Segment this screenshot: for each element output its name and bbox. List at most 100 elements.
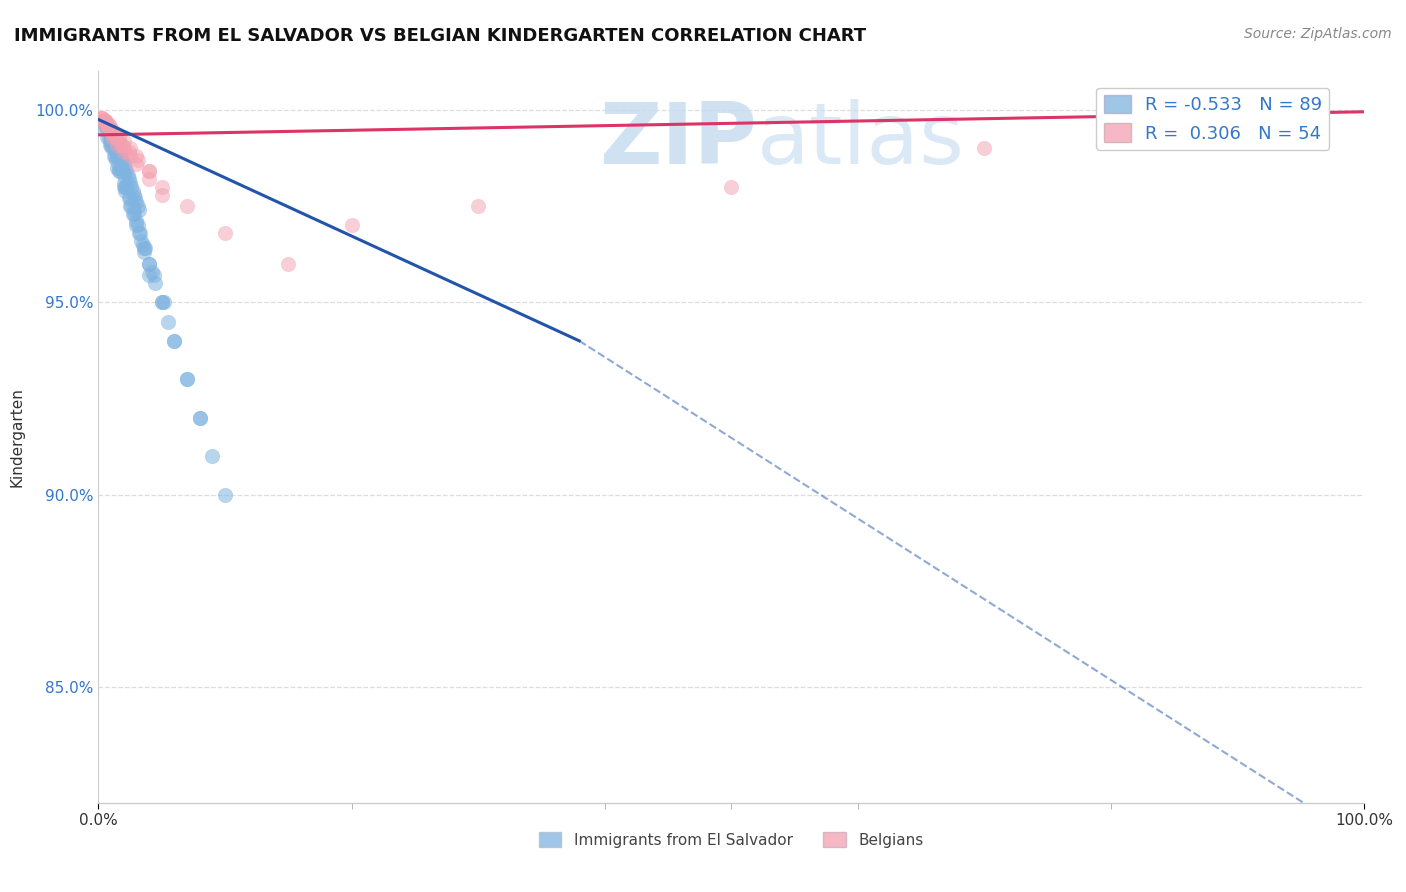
Point: [107, 129, 129, 144]
Point: [97, 118, 120, 132]
Point: [90, 111, 112, 125]
Point: [176, 372, 198, 386]
Point: [145, 276, 166, 290]
Point: [104, 129, 127, 144]
Point: [101, 129, 124, 144]
Point: [120, 141, 141, 155]
Point: [110, 161, 132, 175]
Text: atlas: atlas: [756, 99, 965, 182]
Point: [103, 134, 125, 148]
Point: [112, 141, 135, 155]
Point: [111, 137, 134, 152]
Point: [277, 257, 299, 271]
Point: [132, 245, 155, 260]
Point: [93, 114, 117, 128]
Point: [121, 184, 143, 198]
Point: [118, 172, 141, 186]
Point: [91, 114, 114, 128]
Point: [97, 122, 120, 136]
Point: [131, 234, 153, 248]
Point: [96, 118, 118, 132]
Point: [201, 450, 224, 464]
Point: [115, 164, 138, 178]
Point: [157, 315, 180, 329]
Point: [112, 134, 135, 148]
Point: [100, 134, 122, 148]
Point: [973, 141, 995, 155]
Text: ZIP: ZIP: [599, 99, 756, 182]
Point: [107, 145, 129, 160]
Point: [150, 295, 173, 310]
Point: [340, 219, 363, 233]
Point: [107, 149, 129, 163]
Point: [103, 149, 125, 163]
Point: [127, 219, 149, 233]
Point: [105, 153, 128, 167]
Point: [720, 179, 742, 194]
Point: [103, 141, 125, 155]
Point: [110, 137, 132, 152]
Point: [467, 199, 489, 213]
Point: [138, 172, 160, 186]
Point: [107, 164, 129, 178]
Point: [93, 118, 117, 132]
Point: [138, 257, 160, 271]
Point: [143, 268, 166, 283]
Point: [112, 176, 135, 190]
Point: [112, 179, 135, 194]
Point: [176, 372, 198, 386]
Point: [132, 237, 155, 252]
Point: [188, 410, 211, 425]
Point: [138, 268, 160, 283]
Point: [121, 207, 143, 221]
Point: [112, 169, 135, 183]
Point: [96, 118, 118, 132]
Point: [91, 111, 114, 125]
Point: [97, 118, 120, 132]
Point: [214, 226, 236, 240]
Point: [107, 129, 129, 144]
Point: [125, 149, 148, 163]
Point: [120, 199, 141, 213]
Point: [122, 202, 145, 217]
Point: [107, 137, 129, 152]
Point: [110, 153, 132, 167]
Point: [101, 129, 124, 144]
Point: [96, 122, 118, 136]
Point: [153, 295, 176, 310]
Point: [128, 202, 150, 217]
Point: [100, 137, 122, 152]
Text: Source: ZipAtlas.com: Source: ZipAtlas.com: [1244, 27, 1392, 41]
Point: [150, 179, 173, 194]
Point: [115, 179, 138, 194]
Point: [91, 111, 114, 125]
Point: [134, 242, 156, 256]
Point: [93, 122, 117, 136]
Point: [101, 126, 124, 140]
Point: [107, 141, 129, 155]
Point: [163, 334, 186, 348]
Point: [93, 114, 117, 128]
Point: [94, 118, 117, 132]
Point: [104, 126, 127, 140]
Point: [98, 137, 121, 152]
Point: [150, 187, 173, 202]
Point: [93, 114, 117, 128]
Text: IMMIGRANTS FROM EL SALVADOR VS BELGIAN KINDERGARTEN CORRELATION CHART: IMMIGRANTS FROM EL SALVADOR VS BELGIAN K…: [14, 27, 866, 45]
Point: [132, 242, 155, 256]
Point: [118, 191, 141, 205]
Point: [97, 122, 120, 136]
Point: [97, 129, 120, 144]
Point: [112, 157, 135, 171]
Point: [98, 122, 121, 136]
Point: [129, 226, 152, 240]
Point: [127, 153, 149, 167]
Point: [120, 176, 141, 190]
Point: [107, 161, 129, 175]
Point: [1226, 111, 1249, 125]
Point: [122, 187, 145, 202]
Point: [100, 122, 122, 136]
Point: [188, 410, 211, 425]
Legend: Immigrants from El Salvador, Belgians: Immigrants from El Salvador, Belgians: [533, 825, 929, 854]
Point: [108, 149, 131, 163]
